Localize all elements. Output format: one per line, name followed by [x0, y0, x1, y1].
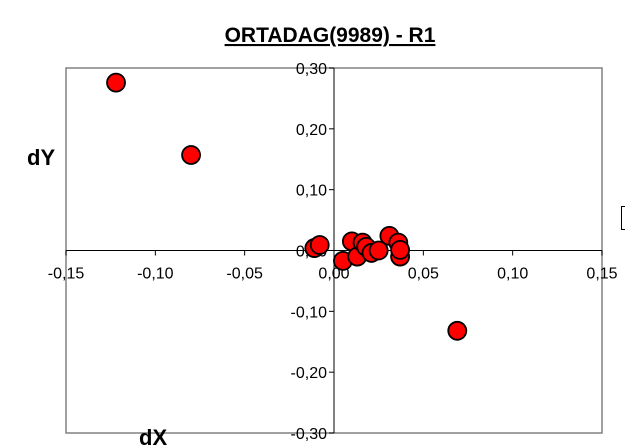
y-tick-label: -0,20	[291, 365, 328, 382]
data-point	[181, 145, 201, 165]
x-axis-label: dX	[139, 425, 167, 448]
y-axis-label: dY	[27, 145, 55, 170]
x-tick-label: -0,10	[137, 266, 174, 283]
y-tick-label: -0,30	[291, 426, 328, 443]
data-point	[447, 320, 468, 341]
data-point	[106, 72, 126, 93]
y-tick-label: 0,10	[296, 183, 327, 200]
y-tick-label: -0,10	[291, 304, 328, 321]
x-tick-label: -0,05	[226, 266, 263, 283]
data-point	[390, 239, 411, 260]
legend-box-edge	[621, 206, 625, 230]
x-tick-label: 0,10	[497, 266, 528, 283]
x-tick-label: 0,15	[586, 266, 617, 283]
x-tick-label: -0,15	[48, 266, 85, 283]
data-point	[309, 235, 330, 255]
data-points	[106, 72, 468, 341]
axes	[65, 67, 603, 434]
chart-title: ORTADAG(9989) - R1	[225, 24, 436, 47]
y-tick-label: 0,20	[296, 122, 327, 139]
y-tick-label: 0,30	[296, 61, 327, 78]
x-tick-label: 0,05	[408, 266, 439, 283]
data-point	[368, 240, 389, 261]
